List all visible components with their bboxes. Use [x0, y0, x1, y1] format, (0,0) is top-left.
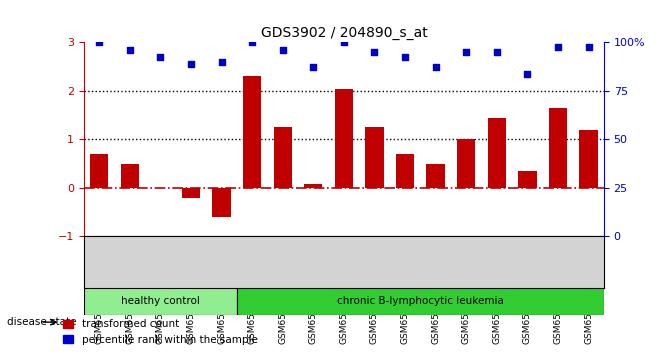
Point	[400, 54, 411, 60]
Point	[277, 47, 288, 53]
Bar	[121, 164, 139, 188]
Bar	[212, 188, 231, 217]
Point	[369, 49, 380, 55]
Point	[491, 49, 502, 55]
Bar	[90, 154, 108, 188]
Point	[94, 40, 105, 45]
Point	[522, 71, 533, 77]
Bar	[549, 108, 567, 188]
Point	[216, 59, 227, 65]
Point	[247, 40, 258, 45]
Bar	[457, 139, 476, 188]
Point	[583, 45, 594, 50]
Bar	[243, 76, 261, 188]
Point	[338, 40, 349, 45]
Point	[155, 54, 166, 60]
Point	[186, 62, 197, 67]
Bar	[488, 118, 506, 188]
Text: chronic B-lymphocytic leukemia: chronic B-lymphocytic leukemia	[337, 296, 504, 307]
Point	[553, 45, 564, 50]
Title: GDS3902 / 204890_s_at: GDS3902 / 204890_s_at	[260, 26, 427, 40]
Text: disease state: disease state	[7, 317, 76, 327]
Bar	[335, 88, 353, 188]
Bar	[304, 184, 323, 188]
Bar	[427, 164, 445, 188]
Bar	[274, 127, 292, 188]
Bar	[182, 188, 200, 198]
Bar	[396, 154, 414, 188]
Bar	[84, 288, 237, 315]
Legend: transformed count, percentile rank within the sample: transformed count, percentile rank withi…	[59, 315, 262, 349]
Point	[430, 64, 441, 69]
Point	[461, 49, 472, 55]
Bar	[580, 130, 598, 188]
Bar	[365, 127, 384, 188]
Text: healthy control: healthy control	[121, 296, 200, 307]
Bar	[518, 171, 537, 188]
Point	[308, 64, 319, 69]
Point	[124, 47, 135, 53]
Bar	[237, 288, 604, 315]
